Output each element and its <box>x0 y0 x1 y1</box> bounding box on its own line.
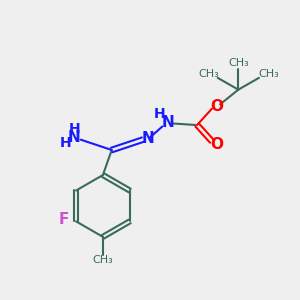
Text: O: O <box>211 99 224 114</box>
Text: N: N <box>68 130 81 145</box>
Text: N: N <box>161 115 174 130</box>
Text: H: H <box>154 107 165 121</box>
Text: H: H <box>60 136 71 150</box>
Text: N: N <box>142 131 154 146</box>
Text: CH₃: CH₃ <box>258 69 279 79</box>
Text: O: O <box>211 136 224 152</box>
Text: CH₃: CH₃ <box>228 58 249 68</box>
Text: CH₃: CH₃ <box>92 255 113 265</box>
Text: F: F <box>58 212 69 227</box>
Text: H: H <box>68 122 80 136</box>
Text: CH₃: CH₃ <box>198 69 219 79</box>
